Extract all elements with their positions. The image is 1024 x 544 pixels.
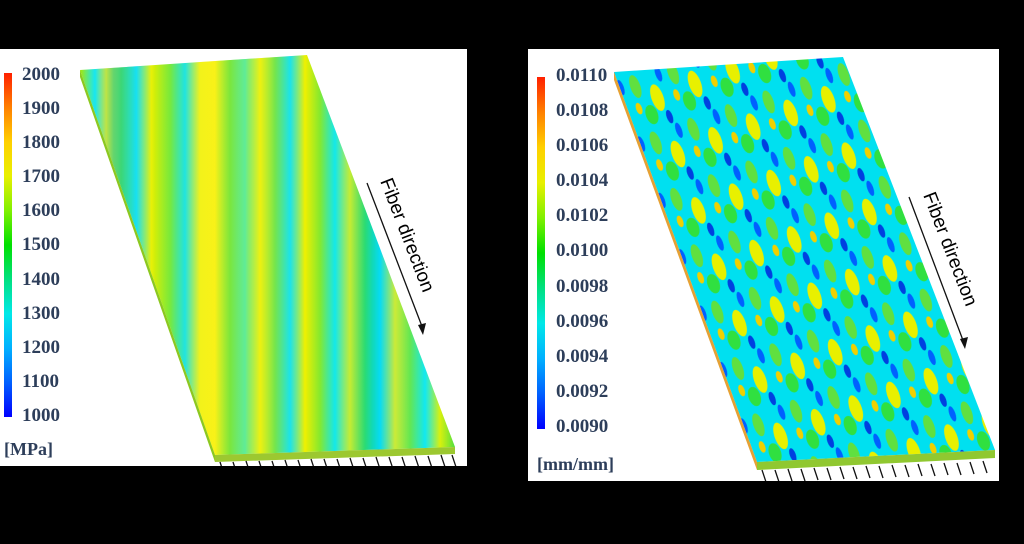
plate-left-edge	[80, 70, 215, 462]
tick-label: 0.0098	[556, 275, 609, 297]
tick-label: 0.0092	[556, 380, 609, 402]
plate-top-face	[80, 55, 455, 455]
tick-label: 0.0090	[556, 415, 609, 437]
stress-colorbar	[4, 73, 12, 417]
stress-panel: 2000 1900 1800 1700 1600 1500 1400 1300 …	[0, 49, 467, 466]
load-arrows	[219, 454, 457, 466]
tick-label: 0.0100	[556, 240, 609, 262]
tick-label: 0.0110	[556, 65, 608, 86]
strain-panel: 0.0110 0.0108 0.0106 0.0104 0.0102 0.010…	[528, 49, 999, 481]
tick-label: 1800	[22, 132, 60, 154]
stress-plate-render: Fiber direction	[80, 55, 457, 466]
tick-label: 1700	[22, 166, 60, 188]
plate-top-face	[614, 57, 995, 462]
strain-unit-label: [mm/mm]	[537, 454, 614, 474]
tick-label: 0.0104	[556, 170, 609, 192]
fiber-direction-arrow	[366, 182, 426, 335]
stress-unit-label: [MPa]	[4, 439, 53, 459]
stress-colorbar-ticks: 2000 1900 1800 1700 1600 1500 1400 1300 …	[22, 65, 60, 425]
tick-label: 0.0094	[556, 345, 609, 367]
plate-left-edge	[614, 72, 757, 470]
tick-label: 1000	[22, 404, 60, 426]
tick-label: 1200	[22, 336, 60, 358]
tick-label: 1300	[22, 302, 60, 324]
load-arrows	[761, 460, 988, 481]
tick-label: 1500	[22, 234, 60, 256]
strain-colorbar-ticks: 0.0110 0.0108 0.0106 0.0104 0.0102 0.010…	[556, 66, 608, 436]
plate-front-edge	[215, 447, 455, 462]
tick-label: 0.0108	[556, 100, 609, 122]
tick-label: 1400	[22, 268, 60, 290]
tick-label: 2000	[22, 64, 60, 85]
tick-label: 1600	[22, 200, 60, 222]
strain-colorbar	[537, 77, 545, 429]
fiber-direction-arrow	[908, 196, 968, 349]
tick-label: 0.0096	[556, 310, 609, 332]
tick-label: 1100	[22, 370, 59, 392]
strain-plate-render: Fiber direction	[614, 57, 995, 481]
plate-front-edge	[757, 450, 995, 470]
tick-label: 0.0102	[556, 205, 609, 227]
tick-label: 1900	[22, 98, 60, 120]
tick-label: 0.0106	[556, 135, 609, 157]
